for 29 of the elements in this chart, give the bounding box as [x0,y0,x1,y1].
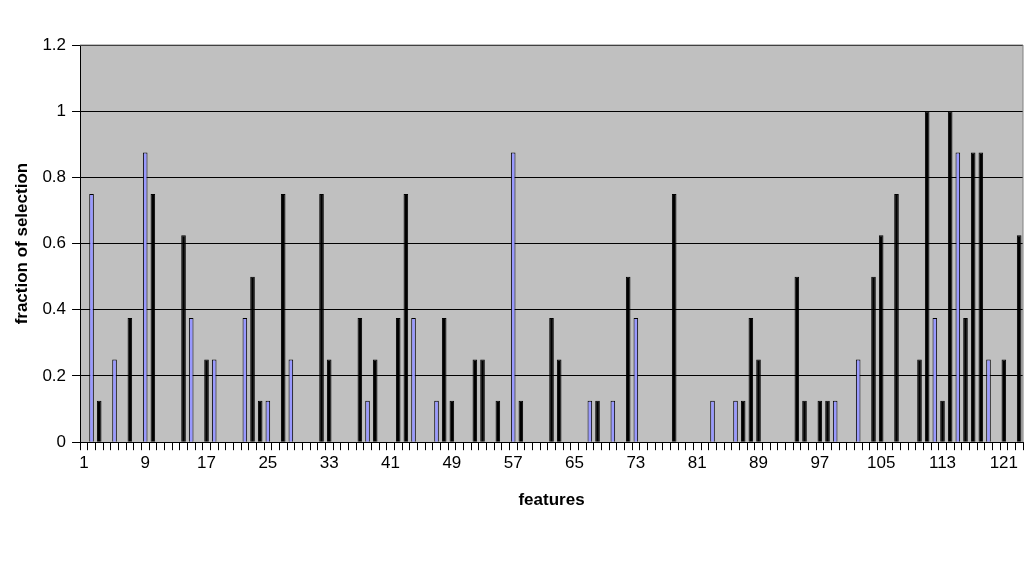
y-axis-title: fraction of selection [11,162,31,325]
x-tick-label: 41 [381,453,400,473]
x-tick-label: 89 [749,453,768,473]
x-tick-label: 97 [810,453,830,473]
x-tick-label: 33 [319,453,339,473]
x-tick-label: 81 [687,453,707,473]
bar [940,400,945,442]
y-tick-label: 0.4 [42,299,67,319]
x-tick-label: 121 [989,453,1019,473]
x-tick-label: 105 [866,453,896,473]
y-tick-label: 1.2 [42,34,67,54]
x-tick-label: 9 [140,453,150,473]
y-tick-label: 0.2 [42,365,67,385]
x-tick-label: 49 [442,453,462,473]
bar [802,400,807,442]
x-tick-label: 113 [928,453,957,473]
x-tick-label: 65 [565,453,584,473]
x-tick-label: 25 [258,453,278,473]
y-tick-label: 0.8 [42,167,67,187]
bar [825,400,830,442]
bar [595,400,600,442]
x-tick-label: 73 [626,453,646,473]
x-axis-title: features [518,490,585,510]
x-tick-label: 57 [503,453,523,473]
y-tick-label: 0.6 [42,233,67,253]
x-tick-label: 1 [79,453,89,473]
y-tick-label: 0 [56,431,67,451]
y-tick-label: 1 [56,100,67,120]
x-tick-label: 17 [197,453,216,473]
